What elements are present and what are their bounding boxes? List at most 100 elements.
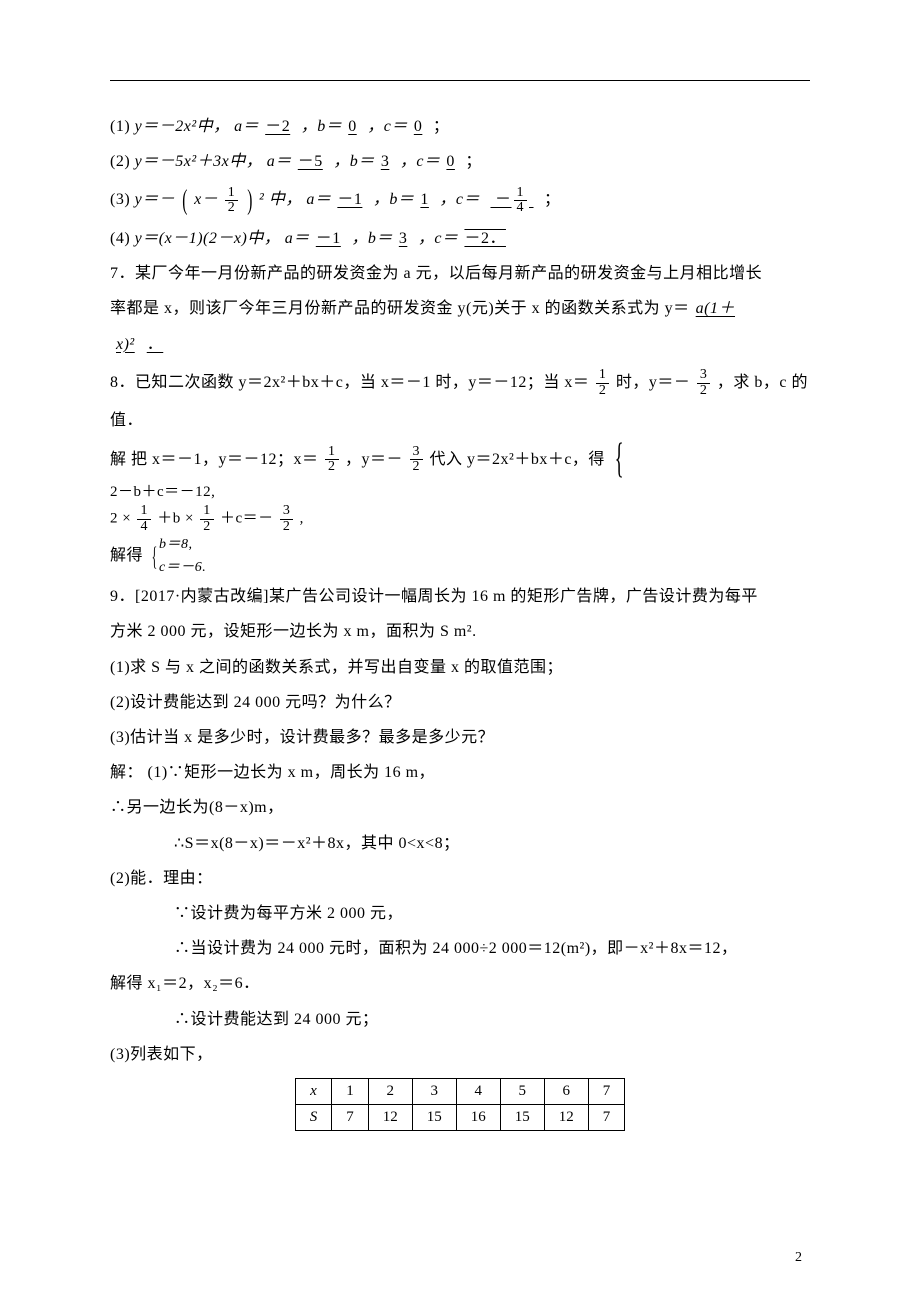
q9-s4: (2)能．理由： [110,861,810,896]
label-c: ，c＝ [400,153,441,170]
table-cell: 7 [588,1104,625,1130]
q9-s9: (3)列表如下， [110,1037,810,1072]
q8-t1c: ，求 b，c 的 [717,374,808,391]
q8-line1: 8．已知二次函数 y＝2x²＋bx＋c，当 x＝－1 时，y＝－12；当 x＝ … [110,362,810,404]
q7-ans-a: a(1＋ [690,300,741,317]
paren-right-icon: ) [247,190,252,212]
table-cell: 16 [456,1104,500,1130]
table-cell: 2 [368,1078,412,1104]
label-b: ，b＝ [333,153,375,170]
q8-system2: b＝8, c＝－6. [159,534,206,579]
q9-p2: (2)设计费能达到 24 000 元吗？为什么？ [110,685,810,720]
sys2-row2: c＝－6. [159,557,206,579]
q8-t1b: 时，y＝－ [616,374,691,391]
data-table: x 1 2 3 4 5 6 7 S 7 12 15 16 15 12 7 [295,1078,626,1131]
q6-3-post: ² 中， [259,191,302,208]
brace-icon: { [615,447,624,472]
label-b: ，b＝ [301,118,343,135]
frac-three-half: 32 [410,445,424,475]
q9-p1: (1)求 S 与 x 之间的函数关系式，并写出自变量 x 的取值范围； [110,650,810,685]
table-cell: 6 [544,1078,588,1104]
q9-t2: 方米 2 000 元，设矩形一边长为 x m，面积为 S m². [110,614,810,649]
table-cell: 3 [412,1078,456,1104]
q7-line1: 7．某厂今年一月份新产品的研发资金为 a 元，以后每月新产品的研发资金与上月相比… [110,256,810,291]
q6-1-fn: y＝－2x²中， [135,118,230,135]
table-cell: 5 [500,1078,544,1104]
q6-1-c: 0 [408,118,429,135]
q9-p3: (3)估计当 x 是多少时，设计费最多？最多是多少元？ [110,720,810,755]
q9-s1: 解： (1)∵矩形一边长为 x m，周长为 16 m， [110,755,810,790]
q6-line3: (3) y＝－ ( x－ 12 ) ² 中， a＝－1 ，b＝1 ，c＝ －14… [110,179,810,221]
q9-s3: ∴S＝x(8－x)＝－x²＋8x，其中 0<x<8； [110,826,810,861]
q7-line3: x)²． [110,327,810,362]
page: (1) y＝－2x²中， a＝－2 ，b＝0 ，c＝0 ； (2) y＝－5x²… [0,0,920,1302]
table-cell: 7 [588,1078,625,1104]
table-cell: 4 [456,1078,500,1104]
q9-s2: ∴另一边长为(8－x)m， [110,790,810,825]
q6-line1: (1) y＝－2x²中， a＝－2 ，b＝0 ，c＝0 ； [110,109,810,144]
q9-s5: ∵设计费为每平方米 2 000 元， [110,896,810,931]
table-row: x 1 2 3 4 5 6 7 [295,1078,625,1104]
q6-line2: (2) y＝－5x²＋3x中， a＝－5 ，b＝3 ，c＝0 ； [110,144,810,179]
q6-4-prefix: (4) [110,230,130,247]
label-a: a＝ [234,118,259,135]
label-c: ，c＝ [367,118,408,135]
q6-2-b: 3 [375,153,396,170]
q7-line2: 率都是 x，则该厂今年三月份新产品的研发资金 y(元)关于 x 的函数关系式为 … [110,291,810,326]
frac-three-half: 32 [280,504,294,534]
q6-3-prefix: (3) [110,191,130,208]
sys-row2: 2 × 14 ＋b × 12 ＋c＝－ 32 , [110,504,304,534]
q9-s8: ∴设计费能达到 24 000 元； [110,1002,810,1037]
paren-left-icon: ( [182,190,187,212]
q9-s6: ∴当设计费为 24 000 元时，面积为 24 000÷2 000＝12(m²)… [110,931,810,966]
q7-t2a: 率都是 x，则该厂今年三月份新产品的研发资金 y(元)关于 x 的函数关系式为 … [110,300,690,317]
q6-3-pre: y＝－ [135,191,176,208]
frac-quarter: 14 [514,186,528,216]
q9-t1: 9．[2017·内蒙古改编]某广告公司设计一幅周长为 16 m 的矩形广告牌，广… [110,579,810,614]
label-b: ，b＝ [351,230,393,247]
page-number: 2 [795,1250,802,1266]
table-head-s: S [295,1104,332,1130]
brace-icon: { [151,549,157,565]
q6-2-tail: ； [465,153,482,170]
q6-1-prefix: (1) [110,118,130,135]
q8-s1c: 代入 y＝2x²＋bx＋c，得 [430,451,605,468]
q7-tail: ． [141,336,170,353]
q8-sol2: 解得 { b＝8, c＝－6. [110,534,810,579]
q6-3-c: －14 [485,191,540,208]
q8-s2: 解得 [110,548,143,565]
table-cell: 12 [368,1104,412,1130]
q8-sol1: 解 把 x＝－1，y＝－12；x＝ 12 ，y＝－ 32 代入 y＝2x²＋bx… [110,439,810,535]
label-b: ，b＝ [373,191,415,208]
table-head-x: x [295,1078,332,1104]
q6-4-fn: y＝(x－1)(2－x)中， [135,230,281,247]
table-cell: 12 [544,1104,588,1130]
table-cell: 1 [332,1078,369,1104]
sys2-row1: b＝8, [159,534,206,556]
label-a: a＝ [285,230,310,247]
label-c: ，c＝ [418,230,459,247]
q9-s7: 解得 x₁＝2，x₂＝6． [110,966,810,1001]
sys-row1: 2－b＋c＝－12, [110,480,304,504]
q6-1-b: 0 [342,118,363,135]
q8-line2: 值． [110,403,810,438]
q6-3-mid: x－ [194,191,218,208]
q8-s1b: ，y＝－ [345,451,403,468]
table-row: S 7 12 15 16 15 12 7 [295,1104,625,1130]
q6-3-tail: ； [544,191,561,208]
q6-4-b: 3 [393,230,414,247]
table-cell: 7 [332,1104,369,1130]
frac-quarter: 14 [137,504,151,534]
frac-half: 12 [225,186,239,216]
q6-4-c: －2． [458,230,512,247]
label-a: a＝ [306,191,331,208]
frac-three-half: 32 [697,368,711,398]
label-c: ，c＝ [439,191,480,208]
q6-3-b: 1 [414,191,435,208]
q6-2-fn: y＝－5x²＋3x中， [135,153,263,170]
q6-3-a: －1 [331,191,368,208]
frac-half: 12 [200,504,214,534]
q6-4-a: －1 [310,230,347,247]
table-cell: 15 [412,1104,456,1130]
q8-s1a: 解 把 x＝－1，y＝－12；x＝ [110,451,319,468]
